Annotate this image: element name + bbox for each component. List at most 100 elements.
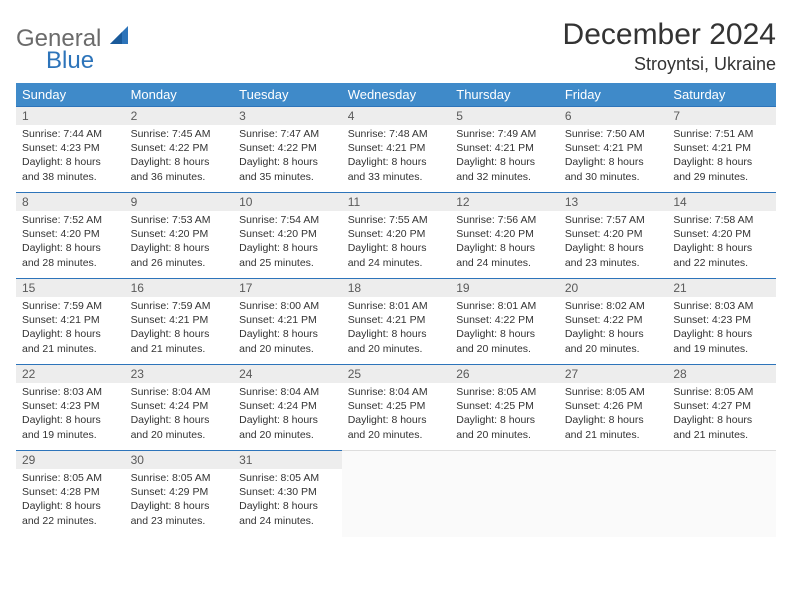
sunrise-line: Sunrise: 8:05 AM [456,385,553,399]
sunset-line: Sunset: 4:23 PM [22,399,119,413]
day-details: Sunrise: 7:47 AMSunset: 4:22 PMDaylight:… [233,125,342,188]
sunset-line: Sunset: 4:22 PM [131,141,228,155]
day-details: Sunrise: 7:45 AMSunset: 4:22 PMDaylight:… [125,125,234,188]
day-details: Sunrise: 7:53 AMSunset: 4:20 PMDaylight:… [125,211,234,274]
daylight-line: Daylight: 8 hours [239,241,336,255]
day-number: 12 [450,193,559,211]
calendar-day-cell [559,451,668,537]
daylight-line: Daylight: 8 hours [131,155,228,169]
daylight-line: and 21 minutes. [22,342,119,356]
day-details: Sunrise: 8:02 AMSunset: 4:22 PMDaylight:… [559,297,668,360]
sunset-line: Sunset: 4:22 PM [239,141,336,155]
daylight-line: Daylight: 8 hours [239,499,336,513]
calendar-day-cell: 14Sunrise: 7:58 AMSunset: 4:20 PMDayligh… [667,193,776,279]
sunrise-line: Sunrise: 8:05 AM [673,385,770,399]
sunrise-line: Sunrise: 8:00 AM [239,299,336,313]
daylight-line: and 20 minutes. [131,428,228,442]
daylight-line: and 22 minutes. [22,514,119,528]
calendar-day-cell: 18Sunrise: 8:01 AMSunset: 4:21 PMDayligh… [342,279,451,365]
sunset-line: Sunset: 4:22 PM [565,313,662,327]
sunrise-line: Sunrise: 8:03 AM [673,299,770,313]
calendar-day-cell: 7Sunrise: 7:51 AMSunset: 4:21 PMDaylight… [667,107,776,193]
sunset-line: Sunset: 4:21 PM [348,141,445,155]
calendar-week-row: 15Sunrise: 7:59 AMSunset: 4:21 PMDayligh… [16,279,776,365]
sunset-line: Sunset: 4:25 PM [348,399,445,413]
day-details: Sunrise: 8:05 AMSunset: 4:27 PMDaylight:… [667,383,776,446]
day-number: 4 [342,107,451,125]
calendar-day-cell: 5Sunrise: 7:49 AMSunset: 4:21 PMDaylight… [450,107,559,193]
calendar-week-row: 22Sunrise: 8:03 AMSunset: 4:23 PMDayligh… [16,365,776,451]
daylight-line: Daylight: 8 hours [131,327,228,341]
calendar-day-cell [342,451,451,537]
calendar-day-cell: 23Sunrise: 8:04 AMSunset: 4:24 PMDayligh… [125,365,234,451]
sunrise-line: Sunrise: 8:02 AM [565,299,662,313]
calendar-week-row: 8Sunrise: 7:52 AMSunset: 4:20 PMDaylight… [16,193,776,279]
logo-text-blue: Blue [46,47,132,75]
day-number: 30 [125,451,234,469]
daylight-line: and 23 minutes. [131,514,228,528]
sunset-line: Sunset: 4:23 PM [22,141,119,155]
calendar-day-cell: 8Sunrise: 7:52 AMSunset: 4:20 PMDaylight… [16,193,125,279]
sunrise-line: Sunrise: 7:50 AM [565,127,662,141]
calendar-day-cell: 31Sunrise: 8:05 AMSunset: 4:30 PMDayligh… [233,451,342,537]
day-number: 27 [559,365,668,383]
daylight-line: and 24 minutes. [239,514,336,528]
daylight-line: and 30 minutes. [565,170,662,184]
day-number: 11 [342,193,451,211]
day-details: Sunrise: 7:51 AMSunset: 4:21 PMDaylight:… [667,125,776,188]
sunset-line: Sunset: 4:24 PM [131,399,228,413]
day-number: 9 [125,193,234,211]
daylight-line: and 29 minutes. [673,170,770,184]
calendar-day-cell: 25Sunrise: 8:04 AMSunset: 4:25 PMDayligh… [342,365,451,451]
calendar-day-cell: 10Sunrise: 7:54 AMSunset: 4:20 PMDayligh… [233,193,342,279]
calendar-page: General Blue December 2024 Stroyntsi, Uk… [0,0,792,612]
weekday-header: Sunday [16,83,125,107]
daylight-line: and 20 minutes. [239,342,336,356]
daylight-line: Daylight: 8 hours [673,413,770,427]
daylight-line: Daylight: 8 hours [131,413,228,427]
day-details: Sunrise: 8:00 AMSunset: 4:21 PMDaylight:… [233,297,342,360]
calendar-day-cell: 28Sunrise: 8:05 AMSunset: 4:27 PMDayligh… [667,365,776,451]
sunset-line: Sunset: 4:21 PM [348,313,445,327]
day-details: Sunrise: 7:50 AMSunset: 4:21 PMDaylight:… [559,125,668,188]
calendar-day-cell: 2Sunrise: 7:45 AMSunset: 4:22 PMDaylight… [125,107,234,193]
sunrise-line: Sunrise: 8:04 AM [131,385,228,399]
daylight-line: Daylight: 8 hours [22,241,119,255]
daylight-line: Daylight: 8 hours [348,413,445,427]
daylight-line: Daylight: 8 hours [673,241,770,255]
day-details: Sunrise: 7:58 AMSunset: 4:20 PMDaylight:… [667,211,776,274]
sunrise-line: Sunrise: 7:55 AM [348,213,445,227]
daylight-line: and 36 minutes. [131,170,228,184]
daylight-line: Daylight: 8 hours [456,155,553,169]
daylight-line: and 19 minutes. [22,428,119,442]
day-details: Sunrise: 8:05 AMSunset: 4:29 PMDaylight:… [125,469,234,532]
calendar-day-cell: 26Sunrise: 8:05 AMSunset: 4:25 PMDayligh… [450,365,559,451]
sunrise-line: Sunrise: 7:51 AM [673,127,770,141]
sunset-line: Sunset: 4:26 PM [565,399,662,413]
sunset-line: Sunset: 4:21 PM [22,313,119,327]
calendar-day-cell: 27Sunrise: 8:05 AMSunset: 4:26 PMDayligh… [559,365,668,451]
day-details: Sunrise: 8:04 AMSunset: 4:24 PMDaylight:… [233,383,342,446]
daylight-line: Daylight: 8 hours [239,413,336,427]
sunrise-line: Sunrise: 7:59 AM [131,299,228,313]
logo: General Blue [16,18,132,75]
day-number: 6 [559,107,668,125]
sunrise-line: Sunrise: 7:58 AM [673,213,770,227]
day-number: 18 [342,279,451,297]
weekday-header: Monday [125,83,234,107]
sunrise-line: Sunrise: 8:01 AM [348,299,445,313]
daylight-line: Daylight: 8 hours [456,327,553,341]
day-number: 23 [125,365,234,383]
daylight-line: and 22 minutes. [673,256,770,270]
daylight-line: and 26 minutes. [131,256,228,270]
day-details: Sunrise: 8:04 AMSunset: 4:24 PMDaylight:… [125,383,234,446]
daylight-line: Daylight: 8 hours [348,241,445,255]
day-details: Sunrise: 7:59 AMSunset: 4:21 PMDaylight:… [16,297,125,360]
calendar-day-cell: 13Sunrise: 7:57 AMSunset: 4:20 PMDayligh… [559,193,668,279]
daylight-line: and 25 minutes. [239,256,336,270]
weekday-header: Thursday [450,83,559,107]
day-number: 16 [125,279,234,297]
day-number: 31 [233,451,342,469]
sunrise-line: Sunrise: 8:05 AM [565,385,662,399]
calendar-week-row: 29Sunrise: 8:05 AMSunset: 4:28 PMDayligh… [16,451,776,537]
